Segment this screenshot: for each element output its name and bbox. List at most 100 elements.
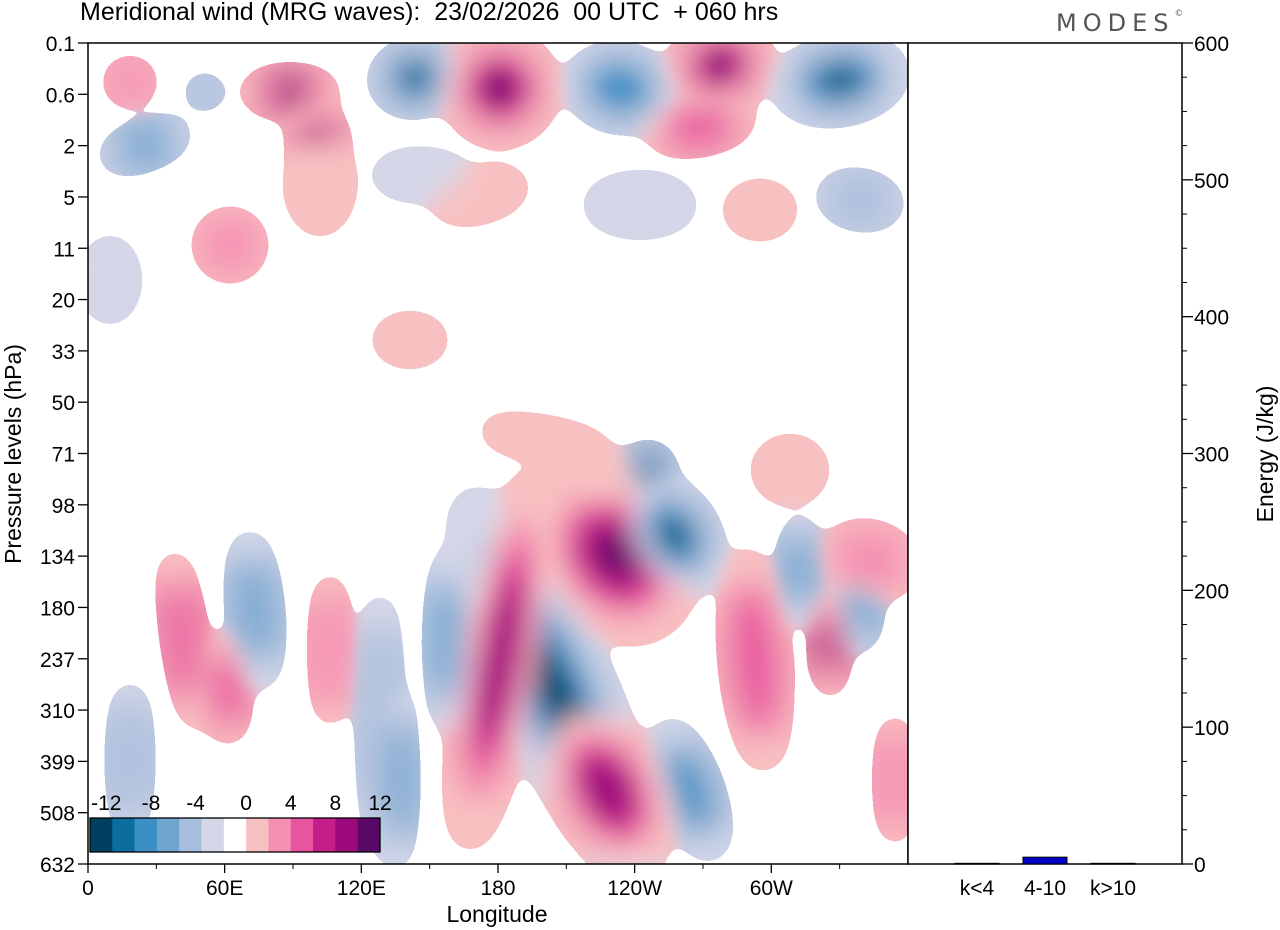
wind-contour [850, 585, 870, 635]
energy-bar [1022, 856, 1068, 865]
energy-category-label: k<4 [960, 877, 995, 900]
energy-tick-label: 200 [1194, 580, 1229, 603]
wind-contour [598, 536, 632, 574]
wind-contour [172, 583, 198, 697]
chart-title: Meridional wind (MRG waves): 23/02/2026 … [80, 0, 779, 26]
energy-tick-label: 100 [1194, 717, 1229, 740]
wind-contour [114, 67, 146, 97]
wind-contour [381, 322, 439, 358]
bar-panel-frame [907, 42, 1183, 865]
colorbar-label: -4 [186, 792, 205, 815]
energy-tick-label: 400 [1194, 307, 1229, 330]
wind-contour [438, 583, 462, 697]
wind-contour [595, 182, 685, 228]
y-tick-label: 508 [40, 803, 75, 826]
wind-contour [826, 71, 854, 89]
wind-contour [320, 591, 340, 709]
wind-contours [88, 43, 908, 864]
colorbar-label: -12 [91, 792, 121, 815]
colorbar-frame [89, 817, 381, 853]
energy-bar-panel: 0 100 200 300 400 500 600 Energy (J/kg) k<4 4-10 k… [907, 33, 1278, 900]
colorbar-swatch [268, 818, 292, 852]
wind-contour [118, 701, 142, 819]
modes-logo: MODES© [1056, 9, 1183, 37]
logo-text: MODES [1056, 9, 1175, 37]
colorbar-swatch [112, 818, 135, 852]
energy-category-label: 4-10 [1024, 877, 1066, 900]
x-tick-label: 60E [206, 877, 243, 900]
colorbar-swatch [201, 818, 225, 852]
colorbar-swatch [179, 818, 202, 852]
wind-contour [709, 55, 731, 75]
heatmap-field [88, 43, 908, 864]
colorbar-swatch [246, 818, 269, 852]
y-tick-label: 33 [52, 341, 75, 364]
colorbar-label: 4 [285, 792, 297, 815]
wind-contour [665, 523, 685, 547]
x-tick-label: 120W [607, 877, 662, 900]
y-tick-label: 0.1 [46, 33, 75, 56]
y-tick-label: 71 [52, 444, 75, 467]
x-tick-label: 0 [82, 877, 94, 900]
y-tick-label: 50 [52, 392, 75, 415]
colorbar-swatch [357, 818, 381, 852]
wind-contour [761, 445, 819, 495]
wind-contour [481, 589, 519, 731]
wind-contour [381, 158, 459, 192]
y-tick-label: 632 [40, 854, 75, 877]
colorbar-label: 8 [330, 792, 342, 815]
y-tick-label: 134 [40, 546, 75, 569]
energy-axis-label: Energy (J/kg) [1252, 386, 1278, 523]
wind-contour [488, 76, 512, 100]
wind-contour [594, 68, 646, 108]
colorbar-swatch [156, 818, 180, 852]
colorbar-label: -8 [142, 792, 161, 815]
wind-contour [385, 723, 405, 837]
energy-tick-label: 500 [1194, 170, 1229, 193]
wind-contour [280, 87, 300, 97]
x-tick-label: 180 [480, 877, 515, 900]
y-tick-label: 0.6 [46, 84, 75, 107]
wind-contour [825, 626, 835, 664]
colorbar-label: 0 [240, 792, 252, 815]
energy-category-label: k>10 [1090, 877, 1136, 900]
energy-bar [1090, 862, 1136, 865]
y-tick-label: 98 [52, 495, 75, 518]
x-tick-label: 120E [337, 877, 386, 900]
wind-contour [885, 731, 905, 829]
y-tick-label: 11 [53, 238, 75, 261]
wind-contour [667, 109, 733, 141]
axes: 0.1 0.6 2 5 11 20 33 50 71 98 134 180 237 310 399 508 63… [0, 33, 909, 927]
y-tick-label: 237 [40, 649, 75, 672]
wind-contour [193, 82, 217, 102]
logo-mark: © [1174, 9, 1184, 19]
wind-contour [406, 70, 424, 86]
wind-contour [441, 174, 519, 216]
wind-contour [733, 189, 787, 231]
wind-contour [89, 246, 131, 314]
y-tick-label: 20 [52, 290, 75, 313]
colorbar-swatch [335, 818, 358, 852]
wind-contour [533, 646, 577, 734]
x-tick-label: 60W [750, 877, 793, 900]
colorbar-swatch [313, 818, 336, 852]
energy-tick-label: 0 [1194, 854, 1206, 877]
wind-contour [736, 591, 774, 729]
colorbar: -12 -8 -4 0 4 8 12 [89, 792, 392, 853]
wind-contour [571, 459, 629, 501]
y-tick-label: 310 [40, 700, 75, 723]
wind-contour [585, 761, 631, 819]
wind-contour [241, 561, 269, 659]
wind-contour [790, 537, 810, 603]
y-tick-label: 399 [40, 751, 75, 774]
wind-contour [206, 221, 254, 269]
colorbar-swatch [223, 818, 247, 852]
x-axis-label: Longitude [446, 901, 547, 927]
y-tick-label: 180 [40, 597, 75, 620]
energy-tick-label: 300 [1194, 444, 1229, 467]
colorbar-label: 12 [368, 792, 391, 815]
wind-contour [672, 756, 708, 824]
wind-contour [836, 534, 904, 586]
wind-contour [830, 181, 890, 219]
